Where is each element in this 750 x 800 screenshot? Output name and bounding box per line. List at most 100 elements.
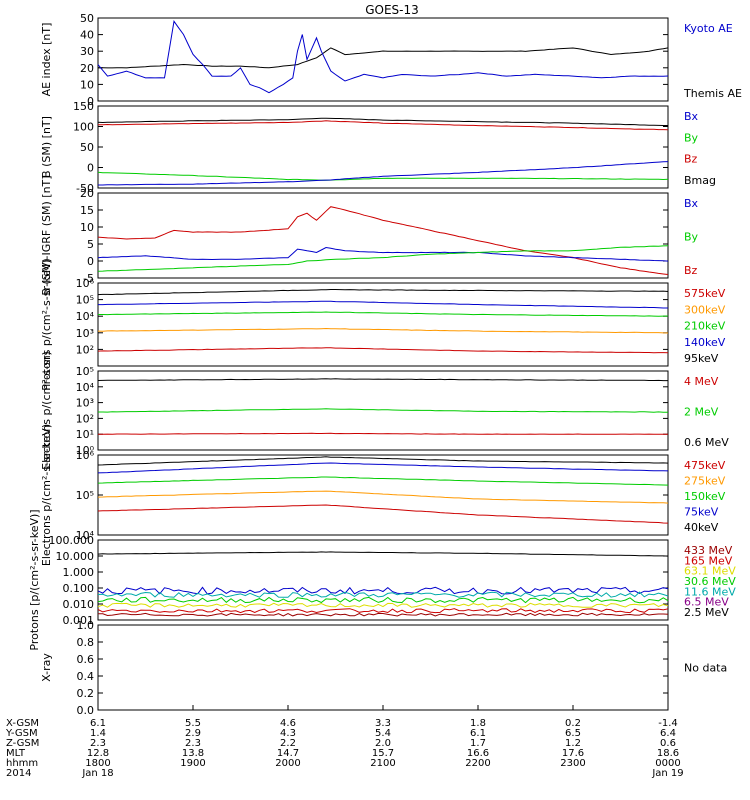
- x-row-value: 0.2: [565, 718, 581, 729]
- x-row-value: 1800: [85, 758, 110, 769]
- legend-entry: Bz: [684, 264, 698, 277]
- legend-entry: 433 MeV: [684, 544, 733, 557]
- x-row-value: Jan 18: [81, 768, 113, 779]
- series-line-1: [97, 246, 669, 262]
- x-row-value: 6.4: [660, 728, 676, 739]
- series-line-4: [97, 504, 669, 524]
- x-row-value: 6.1: [90, 718, 106, 729]
- y-tick-label: 0: [87, 95, 94, 108]
- x-row-value: 4.6: [280, 718, 296, 729]
- x-row-value: 12.8: [87, 748, 109, 759]
- series-line-2: [97, 171, 669, 181]
- legend-entry: 4 MeV: [684, 375, 719, 388]
- y-tick-label: 0.100: [63, 582, 95, 595]
- x-row-label: hhmm: [6, 758, 38, 769]
- y-tick-label: 10⁴: [76, 310, 95, 323]
- series-line-6: [98, 612, 669, 617]
- x-axis-table: X-GSM 6.1 5.5 4.6 3.3 1.8 0.2 -1.4 Y-GSM 1.4 2.9 4.…: [5, 705, 684, 779]
- y-tick-label: 0.0: [77, 704, 95, 717]
- legend-entry: 40keV: [684, 521, 719, 534]
- y-axis-label: Protons p/(cm²-s-sr-keV): [40, 258, 53, 391]
- y-axis-label: X-ray: [40, 653, 53, 682]
- legend-entry: Bmag: [684, 174, 716, 187]
- legend-entry: 63.1 MeV: [684, 565, 736, 578]
- y-tick-label: 0.2: [77, 687, 95, 700]
- y-tick-label: 0.4: [77, 670, 95, 683]
- y-tick-label: 20: [80, 62, 94, 75]
- y-tick-label: 0.001: [63, 614, 95, 627]
- legend-entry: 575keV: [684, 287, 726, 300]
- panel-frame: [97, 624, 669, 711]
- panel-frame: [97, 17, 669, 102]
- x-row-value: 0.6: [660, 738, 676, 749]
- x-row-value: 2200: [465, 758, 490, 769]
- y-tick-label: 10³: [76, 327, 94, 340]
- x-row-value: 16.6: [467, 748, 489, 759]
- legend-entry: 165 MeV: [684, 554, 733, 567]
- x-row-value: 5.4: [375, 728, 391, 739]
- y-tick-label: 10⁰: [76, 444, 95, 457]
- panel-7: 0.0 0.2 0.4 0.6 0.8 1.0 X-ray No data: [40, 619, 727, 717]
- series-line-2: [97, 245, 669, 272]
- series-line-1: [97, 586, 669, 595]
- legend-entry: 300keV: [684, 303, 726, 316]
- x-row-value: Jan 19: [651, 768, 683, 779]
- x-row-value: 2300: [560, 758, 585, 769]
- x-row-value: 2.3: [90, 738, 106, 749]
- legend-entry: 0.6 MeV: [684, 436, 729, 449]
- x-row-value: 1.2: [565, 738, 581, 749]
- legend-entry: 150keV: [684, 490, 726, 503]
- y-tick-label: 0: [87, 162, 94, 175]
- y-tick-label: 10: [80, 221, 94, 234]
- series-line-4: [97, 602, 669, 608]
- panel-frame: [97, 192, 669, 279]
- legend-entry: 275keV: [684, 475, 726, 488]
- y-tick-label: 10¹: [76, 428, 94, 441]
- series-line-0: [97, 378, 668, 382]
- panel-5: 10⁴ 10⁵ 10⁶ Electrons p/(cm²-s-sr-keV) 475ke…: [40, 424, 726, 566]
- y-tick-label: 50: [80, 12, 94, 25]
- legend-entry: 6.5 MeV: [684, 596, 729, 609]
- y-tick-label: 0: [87, 255, 94, 268]
- panel-3: 10² 10³ 10⁴ 10⁵ 10⁶ Protons p/(cm²-s-sr-keV) 5…: [40, 258, 726, 391]
- y-tick-label: 10⁵: [76, 365, 94, 378]
- series-line-0: [97, 551, 669, 557]
- legend-entry: 11.6 MeV: [684, 585, 736, 598]
- y-tick-label: 10⁶: [76, 449, 95, 462]
- panel-1: -50 0 50 100 150 B (SM) [nT] Bx By Bz Bmag: [40, 100, 716, 195]
- series-line-3: [98, 161, 669, 186]
- legend-entry: 2.5 MeV: [684, 606, 729, 619]
- y-tick-label: 10.000: [56, 550, 95, 563]
- y-tick-label: 10: [80, 78, 94, 91]
- series-line-0: [98, 47, 669, 69]
- x-row-label: Z-GSM: [6, 738, 39, 749]
- legend-entry: Bx: [684, 110, 699, 123]
- legend-entry: By: [684, 231, 699, 244]
- y-tick-label: 0.8: [77, 636, 95, 649]
- legend-entry: 75keV: [684, 506, 719, 519]
- x-row-value: 2100: [370, 758, 395, 769]
- legend-entry: No data: [684, 662, 727, 675]
- x-row-label: X-GSM: [6, 718, 39, 729]
- y-tick-label: 150: [73, 100, 94, 113]
- x-row-value: 4.3: [280, 728, 296, 739]
- panel-6: 0.001 0.010 0.100 1.000 10.000 100.000 Protons…: [28, 509, 736, 650]
- y-tick-label: 15: [80, 204, 94, 217]
- series-line-1: [98, 120, 669, 131]
- series-line-0: [97, 117, 668, 126]
- y-tick-label: -50: [76, 182, 94, 195]
- x-row-label: Y-GSM: [5, 728, 38, 739]
- y-axis-label: Electrons p/(cm²-s-sr-keV): [40, 424, 53, 566]
- legend-entry: Bx: [684, 197, 699, 210]
- panel-4: 10⁰ 10¹ 10² 10³ 10⁴ 10⁵ Electrons p/(cm²-s-sr)…: [40, 351, 729, 470]
- y-tick-label: 5: [87, 238, 94, 251]
- series-line-1: [97, 20, 669, 94]
- series-line-4: [97, 347, 669, 354]
- panel-frame: [97, 282, 669, 367]
- series-line-3: [97, 490, 669, 504]
- series-line-3: [97, 327, 669, 334]
- y-tick-label: 100: [73, 121, 94, 134]
- legend-entry: 210keV: [684, 320, 726, 333]
